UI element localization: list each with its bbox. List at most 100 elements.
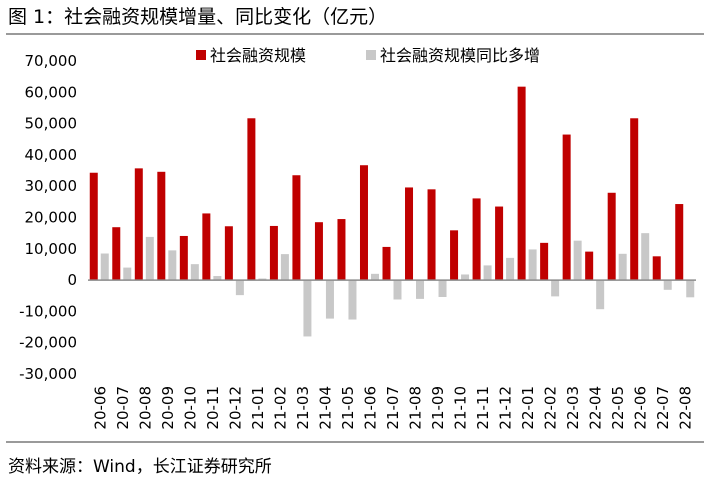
- x-axis: 20-06 20-07 20-08 20-09 20-10 20-11 20-12 21-01…: [88, 279, 696, 430]
- bar-social-financing: [540, 242, 549, 281]
- bar-yoy-change: [416, 280, 425, 299]
- x-tick-label: 20-09: [159, 386, 177, 430]
- legend: 社会融资规模 社会融资规模同比多增: [196, 46, 540, 65]
- bar-yoy-change: [235, 280, 244, 296]
- bar-yoy-change: [528, 249, 537, 281]
- bar-yoy-change: [686, 280, 695, 298]
- x-tick-label: 21-03: [294, 386, 312, 430]
- y-tick-label: 50,000: [25, 115, 78, 133]
- bar-yoy-change: [641, 233, 650, 281]
- bar-social-financing: [359, 165, 368, 281]
- bar-yoy-change: [438, 280, 447, 298]
- x-tick-label: 22-08: [677, 386, 695, 430]
- bar-social-financing: [314, 222, 323, 281]
- y-tick-label: -30,000: [19, 365, 77, 383]
- bar-yoy-change: [596, 280, 605, 310]
- bar-social-financing: [269, 225, 278, 281]
- x-tick-label: 21-01: [249, 386, 267, 430]
- bar-social-financing: [652, 256, 661, 281]
- x-tick-label: 22-02: [542, 386, 560, 430]
- bar-yoy-change: [190, 264, 199, 281]
- x-tick-label: 20-07: [114, 386, 132, 430]
- chart-title: 图 1：社会融资规模增量、同比变化（亿元）: [8, 6, 388, 28]
- bar-yoy-change: [325, 280, 334, 319]
- x-tick-label: 21-06: [361, 386, 379, 430]
- bar-social-financing: [112, 227, 121, 281]
- title-divider: [6, 33, 704, 35]
- bar-yoy-change: [258, 278, 267, 281]
- x-tick-label: 21-02: [271, 386, 289, 430]
- bar-social-financing: [562, 134, 571, 281]
- bar-yoy-change: [168, 250, 177, 281]
- bar-yoy-change: [145, 236, 154, 281]
- bar-social-financing: [495, 206, 504, 281]
- bar-social-financing: [337, 219, 346, 281]
- bar-social-financing: [427, 189, 436, 281]
- y-tick-label: 30,000: [25, 177, 78, 195]
- x-tick-label: 21-10: [452, 386, 470, 430]
- bar-social-financing: [382, 246, 391, 281]
- bar-yoy-change: [483, 265, 492, 281]
- bar-social-financing: [517, 86, 526, 281]
- bar-yoy-change: [303, 280, 312, 337]
- x-tick-label: 22-04: [587, 386, 605, 430]
- y-tick-label: -10,000: [19, 302, 77, 320]
- x-tick-label: 21-11: [474, 386, 492, 430]
- bar-yoy-change: [618, 253, 627, 281]
- y-tick-label: 0: [67, 271, 77, 289]
- y-tick-label: 70,000: [25, 52, 78, 70]
- bar-yoy-change: [123, 267, 132, 281]
- bar-yoy-change: [393, 280, 402, 300]
- bar-social-financing: [202, 213, 211, 281]
- bar-social-financing: [224, 226, 233, 281]
- x-tick-label: 21-05: [339, 386, 357, 430]
- bar-yoy-change: [551, 280, 560, 297]
- legend-swatch-social-financing: [196, 50, 206, 60]
- x-tick-label: 21-08: [407, 386, 425, 430]
- legend-swatch-yoy-change: [366, 50, 376, 60]
- y-tick-label: 10,000: [25, 240, 78, 258]
- footer-divider: [6, 441, 704, 443]
- bar-social-financing: [247, 118, 256, 281]
- x-tick-label: 20-10: [181, 386, 199, 430]
- bar-yoy-change: [573, 240, 582, 281]
- y-tick-label: -20,000: [19, 334, 77, 352]
- bar-social-financing: [472, 198, 481, 281]
- y-tick-label: 60,000: [25, 83, 78, 101]
- bar-chart: 社会融资规模 社会融资规模同比多增 -30,000 -20,000 -10,000 0 1…: [19, 46, 696, 430]
- bar-social-financing: [89, 172, 98, 281]
- bar-social-financing: [134, 168, 143, 281]
- bar-yoy-change: [280, 254, 289, 281]
- x-tick-label: 22-06: [632, 386, 650, 430]
- bar-yoy-change: [461, 274, 470, 281]
- x-tick-label: 22-07: [654, 386, 672, 430]
- x-tick-label: 21-09: [429, 386, 447, 430]
- y-axis: -30,000 -20,000 -10,000 0 10,000 20,000 30,000…: [19, 52, 77, 383]
- bar-social-financing: [585, 251, 594, 281]
- bar-yoy-change: [348, 280, 357, 320]
- x-tick-label: 22-05: [609, 386, 627, 430]
- bar-social-financing: [607, 192, 616, 281]
- bar-social-financing: [675, 204, 684, 281]
- bar-social-financing: [450, 230, 459, 281]
- x-tick-label: 21-07: [384, 386, 402, 430]
- bar-social-financing: [157, 171, 166, 281]
- x-tick-label: 22-03: [564, 386, 582, 430]
- bars: [89, 86, 695, 337]
- source-note: 资料来源：Wind，长江证券研究所: [8, 457, 272, 477]
- x-tick-label: 22-01: [519, 386, 537, 430]
- x-tick-label: 21-04: [316, 386, 334, 430]
- x-tick-label: 21-12: [497, 386, 515, 430]
- bar-social-financing: [630, 118, 639, 281]
- x-tick-label: 20-06: [91, 386, 109, 430]
- x-tick-label: 20-08: [136, 386, 154, 430]
- y-tick-label: 20,000: [25, 209, 78, 227]
- bar-yoy-change: [100, 253, 109, 281]
- legend-label-yoy-change: 社会融资规模同比多增: [380, 46, 540, 65]
- bar-social-financing: [405, 187, 414, 281]
- y-tick-label: 40,000: [25, 146, 78, 164]
- x-tick-label: 20-12: [226, 386, 244, 430]
- bar-social-financing: [179, 235, 188, 281]
- bar-yoy-change: [663, 280, 672, 290]
- legend-label-social-financing: 社会融资规模: [210, 46, 306, 65]
